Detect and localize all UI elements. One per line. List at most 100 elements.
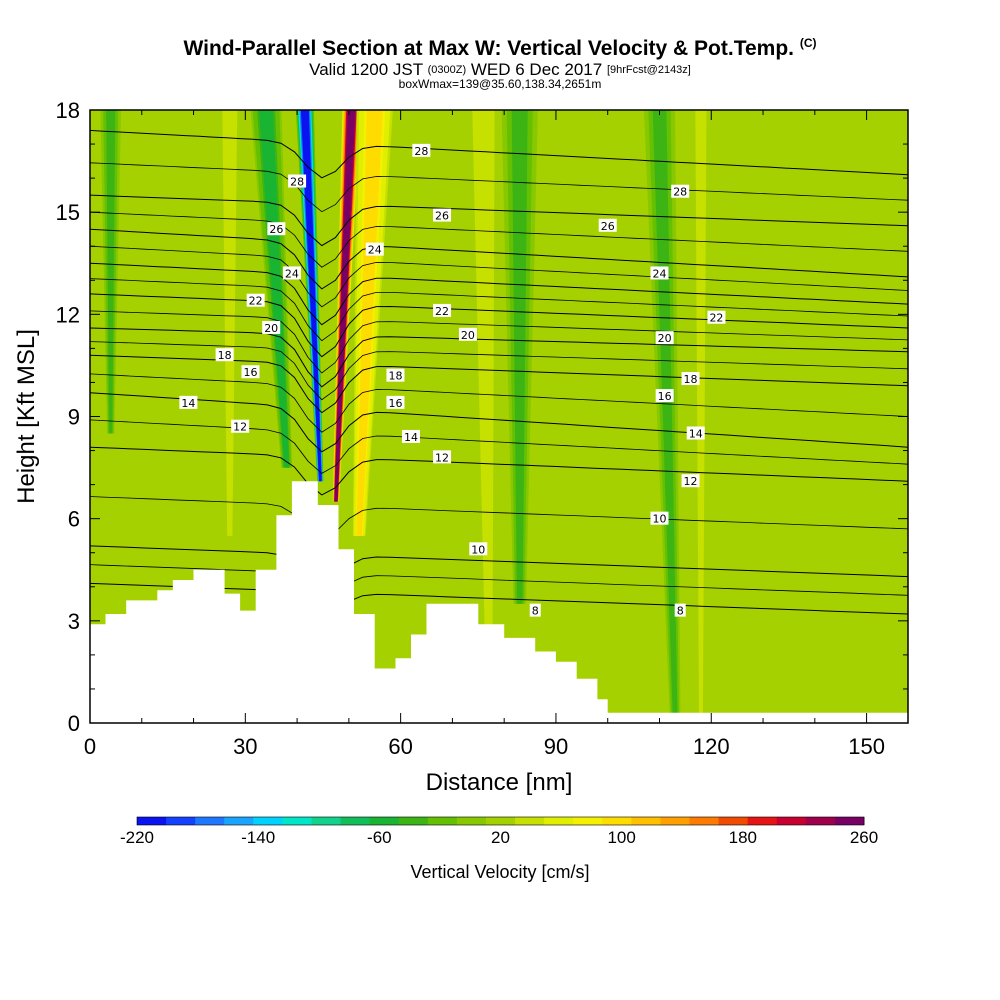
isentrope-label-bg — [681, 474, 700, 488]
isentrope-label-28-0: 28 — [288, 174, 307, 189]
isentrope-label-bg — [469, 542, 488, 556]
isentrope-label-16-1: 16 — [386, 395, 405, 410]
isentrope-label-bg — [671, 184, 690, 198]
isentrope-label-bg — [598, 218, 617, 232]
isentrope-label-8-1: 8 — [674, 603, 686, 618]
isentrope-label-12-1: 12 — [433, 450, 452, 464]
colorbar-swatch — [776, 817, 807, 825]
x-tick-label: 30 — [233, 734, 257, 759]
colorbar-tick-label: 260 — [850, 828, 878, 847]
y-tick-label: 12 — [56, 302, 80, 327]
isentrope-label-bg — [386, 368, 405, 382]
contour-label-layer: 8 8 10 10 12 12 12 14 14 14 16 16 16 18 18 18 20 20 20 22 22… — [179, 143, 726, 618]
valid-text: Valid 1200 JST — [309, 60, 423, 79]
isentrope-minor-2 — [90, 419, 908, 474]
isentrope-label-bg — [386, 395, 405, 409]
isentrope-label-text: 16 — [243, 366, 257, 379]
isentrope-label-text: 12 — [233, 421, 247, 434]
isentrope-label-bg — [241, 365, 260, 379]
chart-title-text: Wind-Parallel Section at Max W: Vertical… — [183, 37, 794, 60]
isentrope-label-bg — [231, 419, 250, 433]
isentrope-12 — [90, 446, 908, 496]
isentrope-label-28-2: 28 — [671, 184, 690, 199]
y-tick-label: 15 — [56, 200, 80, 225]
y-axis-label: Height [Kft MSL] — [13, 329, 40, 504]
colorbar: -220 -140 -60 20 100 180 260 — [120, 816, 878, 847]
isentrope-label-10-1: 10 — [650, 511, 669, 526]
x-tick-label: 90 — [544, 734, 568, 759]
forecast-info: [9hrFcst@2143z] — [606, 64, 691, 76]
isentrope-label-18-1: 18 — [386, 368, 405, 383]
colorbar-swatch — [340, 817, 371, 825]
isentrope-label-14-2: 14 — [686, 426, 705, 441]
isentrope-label-bg — [433, 208, 452, 222]
isentrope-26 — [90, 194, 908, 247]
box-info: boxWmax=139@35.60,138.34,2651m — [398, 77, 602, 91]
isentrope-label-text: 18 — [684, 373, 698, 386]
valid-date: WED 6 Dec 2017 — [470, 60, 603, 79]
colorbar-swatch — [689, 817, 720, 825]
y-tick-label: 0 — [68, 711, 80, 736]
isentrope-label-bg — [401, 429, 420, 443]
isentrope-label-26-2: 26 — [598, 218, 617, 233]
isentrope-label-22-0: 22 — [246, 293, 265, 308]
chart-title: Wind-Parallel Section at Max W: Vertical… — [0, 36, 1000, 61]
x-tick-label: 150 — [848, 734, 885, 759]
isentrope-label-12-0: 12 — [231, 419, 250, 434]
velocity-band-3-level-4 — [356, 110, 383, 536]
isentrope-label-20-2: 20 — [655, 331, 674, 345]
y-tick-label: 6 — [68, 507, 80, 532]
isentrope-label-text: 26 — [601, 220, 615, 233]
isentrope-label-bg — [674, 603, 686, 617]
isentrope-label-text: 28 — [673, 186, 687, 199]
isentrope-minor-1 — [90, 496, 908, 539]
colorbar-tick-label: 20 — [491, 828, 510, 847]
isentrope-label-22-2: 22 — [707, 310, 726, 325]
isentrope-label-bg — [655, 331, 674, 345]
isentrope-label-text: 24 — [368, 244, 382, 257]
isentrope-label-text: 14 — [181, 397, 195, 410]
colorbar-tick-label: -220 — [120, 828, 154, 847]
colorbar-tick-label: 180 — [729, 828, 757, 847]
isentrope-label-bg — [246, 293, 265, 307]
isentrope-label-text: 20 — [658, 332, 672, 345]
velocity-band-4-level-4 — [476, 110, 492, 635]
isentrope-label-text: 28 — [290, 176, 304, 189]
y-tick-label: 3 — [68, 609, 80, 634]
isentrope-label-text: 20 — [264, 322, 278, 335]
colorbar-swatch — [485, 817, 516, 825]
isentrope-label-bg — [458, 327, 477, 341]
isentrope-8 — [90, 582, 908, 616]
isentrope-label-bg — [267, 222, 286, 236]
isentrope-label-text: 16 — [388, 397, 402, 410]
isentrope-label-16-0: 16 — [241, 365, 260, 379]
isentrope-10 — [90, 545, 908, 583]
isentrope-label-text: 18 — [388, 370, 402, 383]
isentrope-label-text: 20 — [461, 329, 475, 342]
isentrope-label-text: 18 — [218, 349, 232, 362]
colorbar-label: Vertical Velocity [cm/s] — [410, 862, 590, 882]
isentrope-label-bg — [282, 266, 301, 280]
colorbar-swatch — [398, 817, 429, 825]
copyright-mark: (C) — [799, 36, 817, 50]
isentrope-label-24-1: 24 — [365, 242, 384, 257]
isentrope-minor-9 — [90, 162, 908, 213]
isentrope-label-text: 12 — [684, 475, 698, 488]
isentrope-layer — [90, 129, 908, 616]
isentrope-label-bg — [179, 395, 198, 409]
isentrope-label-text: 12 — [435, 451, 449, 464]
colorbar-swatch — [195, 817, 225, 825]
isentrope-label-bg — [288, 174, 307, 188]
isentrope-label-bg — [433, 303, 452, 317]
isentrope-label-bg — [686, 426, 705, 440]
colorbar-swatch — [602, 817, 632, 825]
isentrope-label-16-2: 16 — [655, 389, 674, 403]
x-tick-label: 120 — [693, 734, 730, 759]
isentrope-label-18-2: 18 — [681, 372, 700, 386]
isentrope-label-text: 22 — [249, 295, 263, 308]
terrain-layer — [90, 481, 908, 723]
isentrope-label-text: 26 — [269, 223, 283, 236]
isentrope-label-text: 22 — [435, 305, 449, 318]
velocity-band-9-level-4 — [106, 110, 116, 434]
